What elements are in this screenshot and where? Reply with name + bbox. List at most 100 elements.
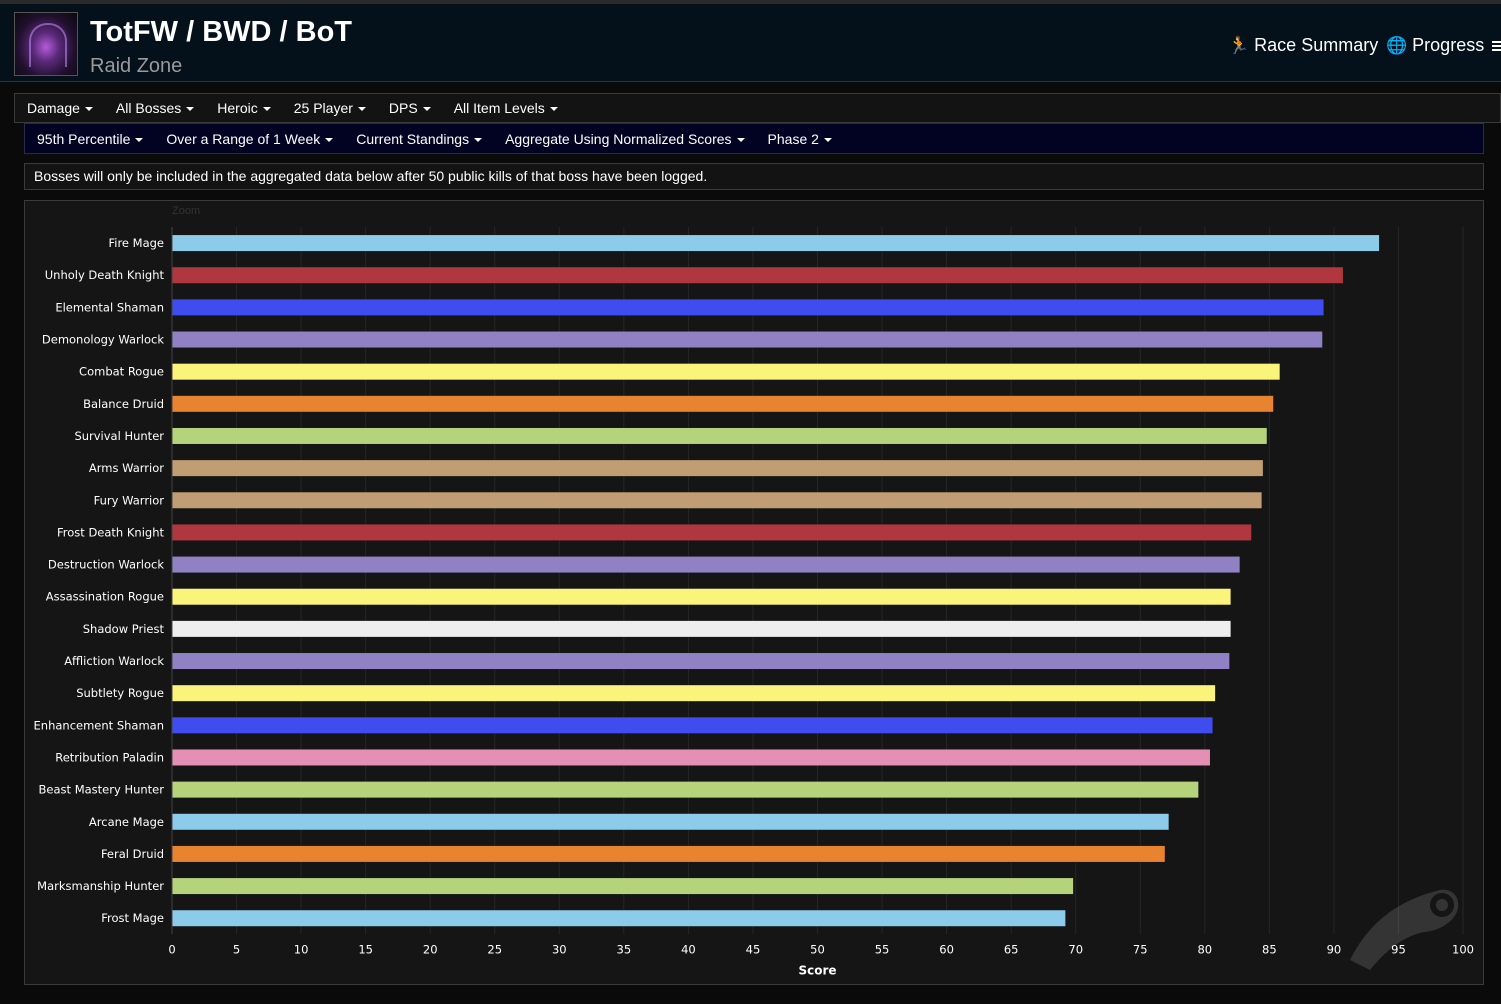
bar[interactable] [172,653,1230,670]
aggregate-filter[interactable]: Aggregate Using Normalized Scores [505,131,745,147]
x-tick-label: 25 [487,942,502,956]
category-label: Assassination Rogue [46,590,164,604]
category-label: Unholy Death Knight [45,268,165,282]
size-filter-label: 25 Player [293,100,353,116]
bar[interactable] [172,717,1213,734]
bar[interactable] [172,492,1262,509]
x-tick-label: 55 [875,942,890,956]
bar[interactable] [172,460,1263,477]
raid-zone-icon [14,12,78,76]
category-label: Survival Hunter [74,429,164,443]
bar[interactable] [172,395,1274,412]
category-label: Destruction Warlock [48,558,164,572]
range-filter-label: Over a Range of 1 Week [166,130,321,147]
menu-icon[interactable] [1492,41,1501,51]
size-filter[interactable]: 25 Player [294,100,366,116]
bar[interactable] [172,524,1252,541]
bar[interactable] [172,331,1323,348]
range-filter[interactable]: Over a Range of 1 Week [166,130,334,147]
category-label: Feral Druid [101,847,164,861]
bar[interactable] [172,363,1280,380]
bar[interactable] [172,685,1216,702]
x-tick-label: 30 [552,942,567,956]
category-label: Beast Mastery Hunter [39,783,165,797]
caret-down-icon [325,137,334,142]
metric-filter[interactable]: Damage [27,100,93,116]
x-tick-label: 80 [1197,942,1212,956]
role-filter[interactable]: DPS [389,100,431,116]
caret-down-icon [549,107,558,111]
bar[interactable] [172,267,1343,284]
bar[interactable] [172,878,1074,895]
x-tick-label: 85 [1262,942,1277,956]
category-label: Shadow Priest [83,622,165,636]
caret-down-icon [474,137,483,142]
caret-down-icon [135,137,144,142]
category-label: Frost Death Knight [57,525,164,539]
race-summary-label: Race Summary [1254,35,1379,55]
x-tick-label: 75 [1133,942,1148,956]
caret-down-icon [186,107,195,111]
item-level-filter[interactable]: All Item Levels [454,100,558,116]
caret-down-icon [262,107,271,111]
x-axis-title: Score [798,963,836,977]
bar[interactable] [172,427,1267,444]
bar[interactable] [172,781,1199,798]
x-tick-label: 65 [1004,942,1019,956]
page-header: TotFW / BWD / BoT Raid Zone 🏃 Race Summa… [0,0,1501,82]
bar[interactable] [172,299,1324,316]
x-tick-label: 60 [939,942,954,956]
page-title: TotFW / BWD / BoT [90,16,352,48]
notice-banner: Bosses will only be included in the aggr… [24,163,1484,190]
category-label: Marksmanship Hunter [37,879,164,893]
x-tick-label: 10 [294,942,309,956]
runner-icon: 🏃 [1228,35,1250,55]
difficulty-filter[interactable]: Heroic [217,100,271,116]
bar[interactable] [172,749,1210,766]
zoom-label: Zoom [172,205,201,217]
metric-filter-label: Damage [27,100,80,116]
boss-filter[interactable]: All Bosses [115,100,195,116]
category-label: Arcane Mage [89,815,164,829]
category-label: Affliction Warlock [64,654,164,668]
x-tick-label: 50 [810,942,825,956]
x-tick-label: 5 [233,942,240,956]
bar[interactable] [172,910,1066,927]
bar[interactable] [172,588,1231,605]
x-tick-label: 0 [168,942,175,956]
x-tick-label: 20 [423,942,438,956]
score-bar-chart: Fire Mage Unholy Death Knight Elemental Sh… [34,227,1474,977]
caret-down-icon [357,107,366,111]
bar[interactable] [172,556,1240,573]
progress-link[interactable]: 🌐 Progress [1386,35,1484,56]
caret-down-icon [823,137,832,142]
chart-panel: Zoom Fire Mage Unholy Death Knight Element… [24,200,1484,985]
phase-filter[interactable]: Phase 2 [768,131,832,147]
caret-down-icon [736,137,745,142]
category-label: Fire Mage [108,236,164,250]
x-tick-label: 70 [1068,942,1083,956]
category-label: Elemental Shaman [55,300,164,314]
x-tick-label: 40 [681,942,696,956]
x-tick-label: 95 [1391,942,1406,956]
category-label: Demonology Warlock [42,333,164,347]
category-label: Frost Mage [101,911,164,925]
difficulty-filter-label: Heroic [217,100,258,116]
page-subtitle: Raid Zone [90,55,183,77]
standings-filter-label: Current Standings [356,130,470,147]
role-filter-label: DPS [388,100,418,116]
x-tick-label: 90 [1327,942,1342,956]
boss-filter-label: All Bosses [115,100,182,116]
category-label: Enhancement Shaman [34,718,164,732]
standings-filter[interactable]: Current Standings [356,130,483,147]
category-label: Retribution Paladin [55,750,164,764]
percentile-filter-label: 95th Percentile [37,130,131,147]
bar[interactable] [172,845,1165,862]
race-summary-link[interactable]: 🏃 Race Summary [1228,35,1378,56]
filter-bar-primary: Damage All Bosses Heroic 25 Player DPS A… [14,93,1501,123]
bar[interactable] [172,620,1231,637]
percentile-filter[interactable]: 95th Percentile [37,130,144,147]
item-level-filter-label: All Item Levels [453,100,545,116]
bar[interactable] [172,235,1380,252]
bar[interactable] [172,813,1169,830]
